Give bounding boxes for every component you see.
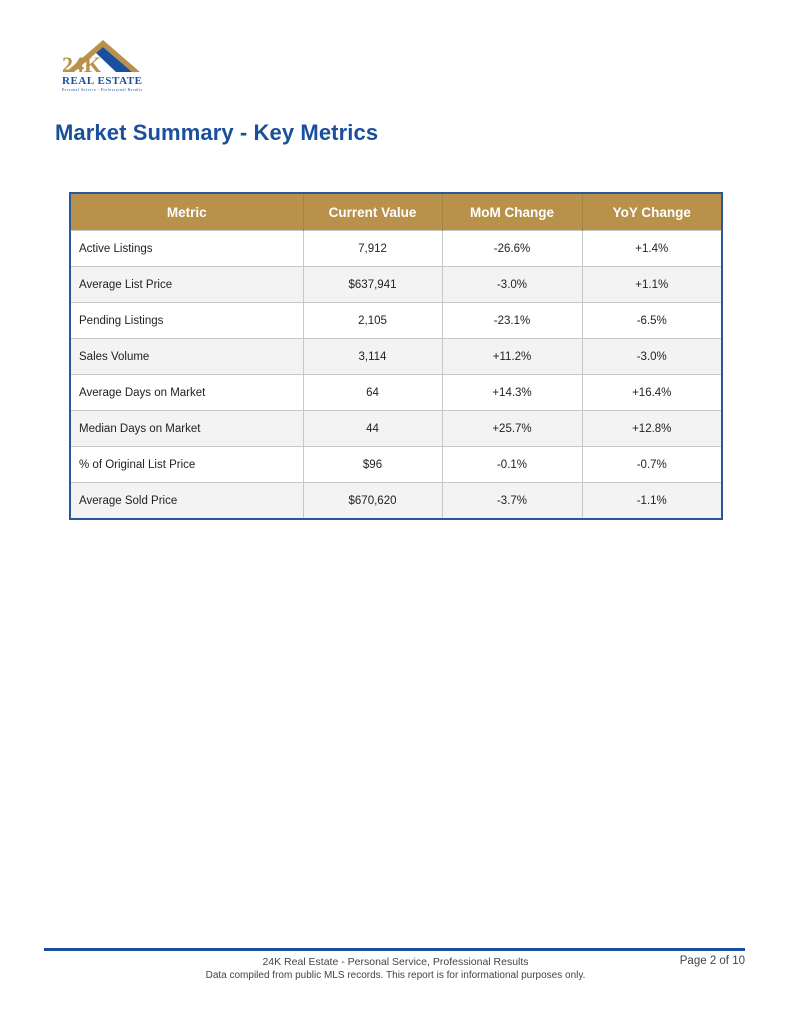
metric-cell: % of Original List Price	[69, 446, 304, 483]
table-row: Average List Price $637,941 -3.0% +1.1%	[69, 266, 723, 303]
yoy-change-cell: +12.8%	[581, 410, 723, 447]
table-row: Median Days on Market 44 +25.7% +12.8%	[69, 410, 723, 447]
metric-cell: Sales Volume	[69, 338, 304, 375]
key-metrics-table: Metric Current Value MoM Change YoY Chan…	[69, 192, 723, 520]
yoy-change-cell: +16.4%	[581, 374, 723, 411]
table-row: Active Listings 7,912 -26.6% +1.4%	[69, 230, 723, 267]
page-title: Market Summary - Key Metrics	[55, 120, 379, 145]
metric-cell: Median Days on Market	[69, 410, 304, 447]
table-row: Average Sold Price $670,620 -3.7% -1.1%	[69, 482, 723, 520]
metric-cell: Average List Price	[69, 266, 304, 303]
header-metric: Metric	[70, 193, 304, 231]
table-row: Average Days on Market 64 +14.3% +16.4%	[69, 374, 723, 411]
current-value-cell: 44	[302, 410, 443, 447]
footer-divider	[44, 948, 745, 951]
yoy-change-cell: +1.4%	[581, 230, 723, 267]
table-row: Sales Volume 3,114 +11.2% -3.0%	[69, 338, 723, 375]
mom-change-cell: +14.3%	[441, 374, 583, 411]
footer-company-line: 24K Real Estate - Personal Service, Prof…	[262, 956, 529, 968]
mom-change-cell: -0.1%	[441, 446, 583, 483]
header-yoy-change: YoY Change	[582, 193, 722, 231]
current-value-cell: $637,941	[302, 266, 443, 303]
mom-change-cell: -3.0%	[441, 266, 583, 303]
yoy-change-cell: -3.0%	[581, 338, 723, 375]
house-roof-icon: 24K REAL ESTATE Personal Service - Profe…	[62, 40, 142, 92]
logo-tagline: Personal Service - Professional Results	[62, 87, 142, 92]
metric-cell: Average Sold Price	[69, 482, 304, 520]
page-number: Page 2 of 10	[679, 955, 745, 967]
current-value-cell: $670,620	[302, 482, 443, 520]
yoy-change-cell: -6.5%	[581, 302, 723, 339]
yoy-change-cell: -0.7%	[581, 446, 723, 483]
key-metrics-table-container: Metric Current Value MoM Change YoY Chan…	[69, 192, 723, 520]
company-logo: 24K REAL ESTATE Personal Service - Profe…	[58, 36, 148, 96]
mom-change-cell: -3.7%	[441, 482, 583, 520]
table-row: % of Original List Price $96 -0.1% -0.7%	[69, 446, 723, 483]
current-value-cell: $96	[302, 446, 443, 483]
footer-disclaimer: Data compiled from public MLS records. T…	[205, 970, 586, 981]
yoy-change-cell: -1.1%	[581, 482, 723, 520]
current-value-cell: 64	[302, 374, 443, 411]
header-mom-change: MoM Change	[442, 193, 583, 231]
mom-change-cell: -23.1%	[441, 302, 583, 339]
logo-24k: 24K	[62, 52, 101, 77]
metric-cell: Pending Listings	[69, 302, 304, 339]
header-current-value: Current Value	[303, 193, 443, 231]
current-value-cell: 2,105	[302, 302, 443, 339]
metric-cell: Active Listings	[69, 230, 304, 267]
current-value-cell: 7,912	[302, 230, 443, 267]
logo-real-estate: REAL ESTATE	[62, 75, 142, 87]
table-header-row: Metric Current Value MoM Change YoY Chan…	[70, 193, 722, 231]
mom-change-cell: -26.6%	[441, 230, 583, 267]
yoy-change-cell: +1.1%	[581, 266, 723, 303]
mom-change-cell: +11.2%	[441, 338, 583, 375]
metric-cell: Average Days on Market	[69, 374, 304, 411]
table-row: Pending Listings 2,105 -23.1% -6.5%	[69, 302, 723, 339]
mom-change-cell: +25.7%	[441, 410, 583, 447]
current-value-cell: 3,114	[302, 338, 443, 375]
